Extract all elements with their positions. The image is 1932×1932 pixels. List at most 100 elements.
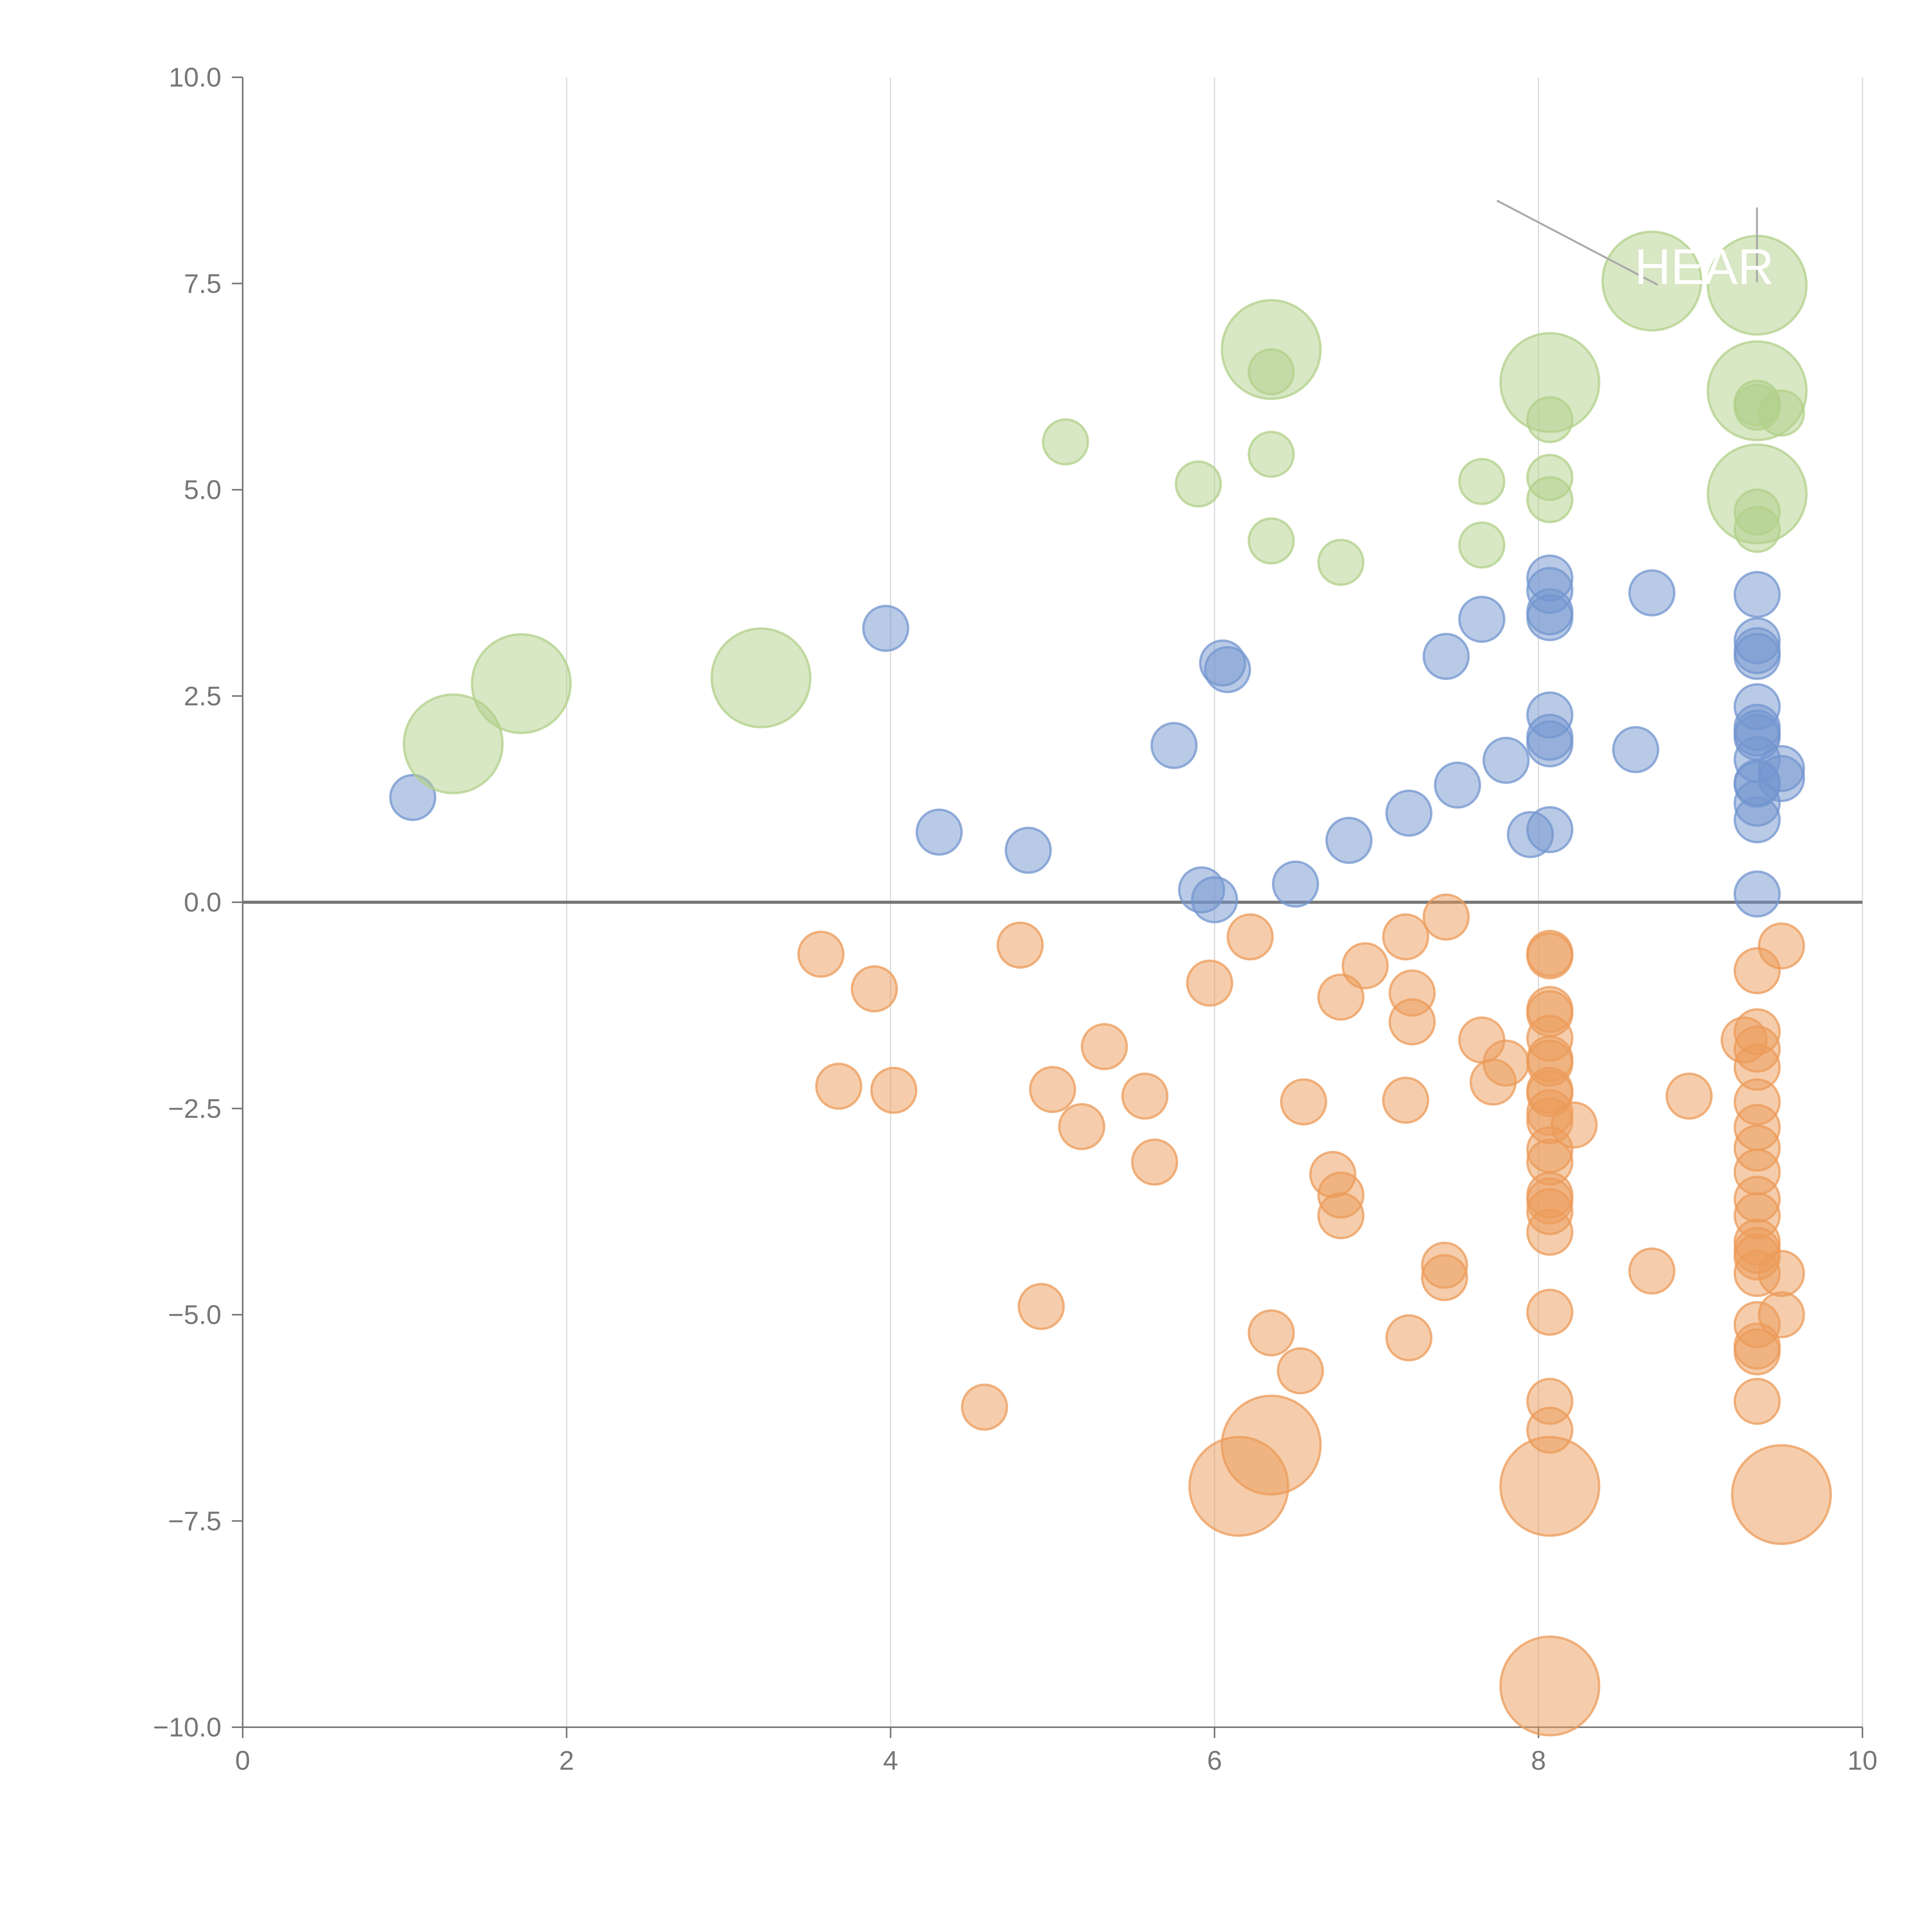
data-point-orange <box>1526 1209 1573 1256</box>
data-point-green <box>1247 517 1295 565</box>
data-point-orange <box>1317 1192 1365 1240</box>
data-point-orange <box>1280 1078 1327 1126</box>
bubble-layer <box>389 230 1832 1736</box>
data-point-orange <box>1731 1444 1832 1545</box>
y-tick-label: 10.0 <box>169 62 221 92</box>
y-tick-label: −2.5 <box>168 1094 221 1124</box>
y-tick-label: 0.0 <box>184 887 221 917</box>
data-point-blue <box>1628 569 1676 617</box>
data-point-orange <box>1382 1077 1429 1124</box>
data-point-blue <box>1005 827 1052 874</box>
data-point-green <box>403 693 504 794</box>
data-point-orange <box>1342 942 1389 990</box>
data-point-orange <box>1758 1291 1805 1338</box>
annotation-layer: HEAR <box>1496 199 1774 295</box>
data-point-orange <box>1733 1328 1781 1376</box>
data-point-orange <box>1499 1635 1600 1736</box>
data-point-blue <box>1526 806 1573 854</box>
data-point-orange <box>797 930 845 978</box>
data-point-orange <box>1017 1283 1065 1330</box>
data-point-blue <box>1482 736 1530 784</box>
x-tick-label: 0 <box>235 1745 250 1776</box>
data-point-blue <box>1612 726 1660 774</box>
data-point-orange <box>850 965 898 1013</box>
data-point-green <box>1221 299 1322 400</box>
data-point-blue <box>1434 761 1481 809</box>
data-point-blue <box>1733 870 1781 918</box>
data-point-orange <box>1226 913 1274 961</box>
data-point-blue <box>1758 745 1805 793</box>
annotation-label: HEAR <box>1634 238 1774 295</box>
data-point-green <box>1042 418 1089 466</box>
data-point-orange <box>1499 1435 1600 1537</box>
x-tick-label: 8 <box>1531 1745 1546 1776</box>
data-point-orange <box>1131 1138 1179 1186</box>
data-point-orange <box>1186 959 1233 1007</box>
data-point-blue <box>389 774 437 821</box>
data-point-blue <box>1422 633 1470 680</box>
data-point-blue <box>1458 595 1505 643</box>
data-point-orange <box>1385 1314 1433 1362</box>
data-point-blue <box>1272 861 1319 908</box>
data-point-orange <box>1247 1309 1295 1357</box>
data-point-green <box>1317 539 1365 586</box>
data-point-green <box>1458 458 1505 505</box>
data-point-blue <box>1733 683 1781 731</box>
data-point-orange <box>1422 893 1470 941</box>
data-point-orange <box>1277 1347 1324 1395</box>
data-point-green <box>710 627 812 728</box>
data-point-green <box>1247 430 1295 478</box>
data-point-orange <box>870 1066 918 1114</box>
y-tick-label: 5.0 <box>184 475 221 505</box>
x-tick-label: 10 <box>1847 1745 1878 1776</box>
data-point-orange <box>1221 1395 1322 1496</box>
data-point-orange <box>997 922 1044 969</box>
data-point-green <box>1175 460 1222 508</box>
data-point-blue <box>1733 617 1781 665</box>
data-point-orange <box>961 1383 1008 1431</box>
data-point-blue <box>1150 722 1198 769</box>
data-point-orange <box>1758 1250 1805 1297</box>
x-tick-label: 4 <box>883 1745 898 1776</box>
x-tick-label: 6 <box>1207 1745 1222 1776</box>
axis-layer: 0 2 4 6 8 10 −10.0 −7.5 −5.0 −2.5 0.0 2.5 5.0 7.5 10.0 <box>153 62 1878 1776</box>
data-point-blue <box>1204 646 1251 693</box>
data-point-green <box>1499 332 1600 433</box>
data-point-orange <box>1382 913 1429 961</box>
data-point-orange <box>1628 1247 1676 1295</box>
y-tick-label: 7.5 <box>184 269 221 299</box>
data-point-blue <box>1526 554 1573 602</box>
data-point-orange <box>1421 1254 1468 1301</box>
data-point-green <box>471 633 572 734</box>
data-point-orange <box>1733 1378 1781 1425</box>
annotation-leader-line <box>1496 199 1658 286</box>
data-point-green <box>1526 454 1573 501</box>
data-point-blue <box>1191 876 1238 923</box>
data-point-green <box>1758 389 1805 437</box>
data-point-orange <box>815 1063 862 1110</box>
y-tick-label: −10.0 <box>153 1712 221 1742</box>
x-tick-label: 2 <box>559 1745 574 1776</box>
data-point-blue <box>1325 816 1373 864</box>
data-point-orange <box>1758 922 1805 970</box>
data-point-blue <box>1526 691 1573 739</box>
data-point-orange <box>1121 1072 1168 1120</box>
data-point-orange <box>1482 1039 1530 1087</box>
data-point-orange <box>1526 1289 1573 1336</box>
data-point-blue <box>1733 571 1781 618</box>
data-point-orange <box>1550 1101 1598 1149</box>
y-tick-label: −7.5 <box>168 1506 221 1536</box>
data-point-orange <box>1058 1103 1105 1150</box>
data-point-blue <box>1385 789 1433 837</box>
data-point-green <box>1458 521 1505 569</box>
data-point-orange <box>1665 1072 1713 1120</box>
data-point-orange <box>1526 932 1573 980</box>
data-point-green <box>1706 443 1808 544</box>
data-point-orange <box>1029 1066 1076 1113</box>
data-point-orange <box>1388 998 1436 1046</box>
y-tick-label: −5.0 <box>168 1300 221 1330</box>
data-point-orange <box>1317 973 1365 1021</box>
y-tick-label: 2.5 <box>184 681 221 711</box>
